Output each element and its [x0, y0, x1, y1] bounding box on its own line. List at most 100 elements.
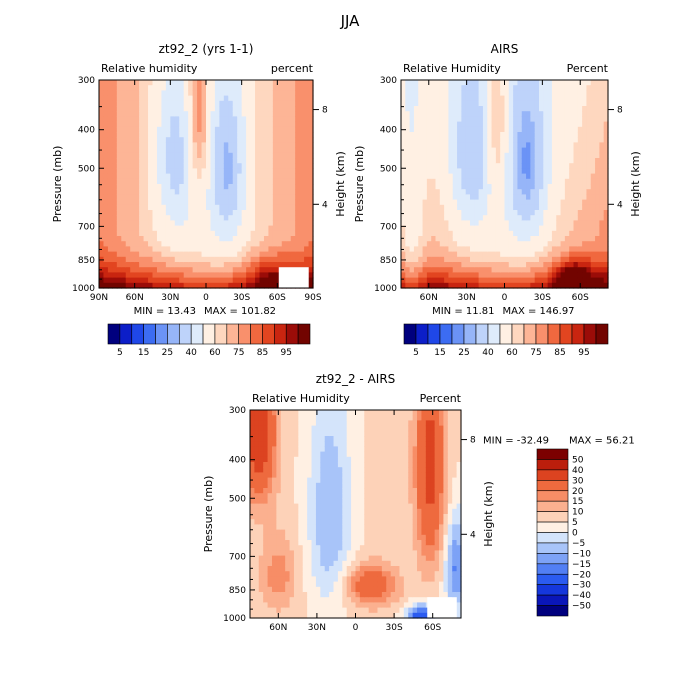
- field-cell: [311, 592, 317, 598]
- field-cell: [401, 251, 406, 258]
- field-cell: [547, 132, 553, 138]
- field-cell: [409, 90, 415, 97]
- field-cell: [237, 116, 243, 123]
- field-cell: [259, 132, 265, 138]
- field-cell: [337, 607, 343, 614]
- field-cell: [156, 215, 163, 221]
- field-cell: [121, 225, 127, 232]
- field-cell: [192, 215, 198, 221]
- field-cell: [333, 446, 339, 453]
- field-cell: [250, 272, 256, 279]
- field-cell: [517, 90, 523, 97]
- field-cell: [228, 100, 234, 107]
- field-cell: [206, 184, 212, 190]
- field-cell: [346, 540, 352, 546]
- field-cell: [237, 168, 243, 175]
- field-cell: [272, 256, 278, 263]
- field-cell: [286, 246, 292, 253]
- field-cell: [99, 199, 105, 206]
- field-cell: [103, 220, 109, 227]
- field-cell: [556, 116, 562, 123]
- field-cell: [342, 451, 348, 458]
- field-cell: [241, 100, 247, 107]
- field-cell: [299, 95, 305, 102]
- field-cell: [439, 256, 445, 263]
- field-cell: [500, 282, 506, 289]
- field-cell: [281, 147, 287, 154]
- field-cell: [448, 199, 454, 206]
- field-cell: [290, 236, 296, 242]
- field-cell: [491, 225, 497, 232]
- field-cell: [237, 272, 243, 279]
- field-cell: [280, 493, 286, 499]
- field-cell: [125, 262, 131, 268]
- field-cell: [134, 251, 140, 258]
- field-cell: [289, 425, 295, 432]
- field-cell: [258, 456, 264, 463]
- field-cell: [508, 163, 514, 169]
- field-cell: [329, 612, 335, 619]
- field-cell: [500, 236, 506, 242]
- field-cell: [324, 420, 330, 427]
- field-cell: [320, 592, 326, 598]
- field-cell: [346, 415, 352, 421]
- field-cell: [333, 545, 339, 551]
- field-cell: [258, 462, 264, 468]
- field-cell: [258, 436, 264, 442]
- field-cell: [491, 251, 497, 258]
- field-cell: [179, 163, 185, 169]
- field-cell: [206, 241, 212, 247]
- field-cell: [551, 116, 557, 123]
- field-cell: [268, 184, 274, 190]
- field-cell: [508, 262, 514, 268]
- field-cell: [259, 189, 265, 195]
- field-cell: [569, 225, 575, 232]
- field-cell: [413, 246, 419, 253]
- field-cell: [223, 158, 229, 164]
- field-cell: [272, 126, 278, 133]
- field-cell: [188, 111, 194, 117]
- field-cell: [263, 555, 269, 562]
- field-cell: [426, 90, 432, 97]
- field-cell: [228, 152, 234, 159]
- field-cell: [444, 85, 450, 91]
- field-cell: [223, 163, 229, 169]
- field-cell: [577, 106, 583, 112]
- field-cell: [346, 477, 352, 484]
- field-cell: [500, 116, 506, 123]
- field-cell: [130, 85, 136, 91]
- field-cell: [470, 199, 475, 206]
- field-cell: [426, 142, 432, 149]
- field-cell: [161, 111, 167, 117]
- field-cell: [573, 158, 579, 164]
- field-cell: [551, 147, 557, 154]
- field-cell: [271, 597, 277, 603]
- field-cell: [143, 116, 149, 123]
- field-cell: [308, 246, 314, 253]
- field-cell: [228, 142, 234, 149]
- field-cell: [521, 251, 527, 258]
- field-cell: [599, 189, 605, 195]
- field-cell: [500, 80, 506, 86]
- field-cell: [285, 493, 291, 499]
- field-cell: [188, 282, 194, 289]
- field-cell: [302, 524, 308, 531]
- field-cell: [508, 194, 514, 201]
- field-cell: [413, 132, 419, 138]
- field-cell: [304, 199, 310, 206]
- field-cell: [298, 446, 304, 453]
- field-cell: [560, 85, 566, 91]
- field-cell: [482, 132, 488, 138]
- field-cell: [219, 184, 225, 190]
- field-cell: [551, 184, 557, 190]
- field-cell: [439, 80, 445, 86]
- field-cell: [521, 184, 527, 190]
- field-cell: [121, 100, 127, 107]
- field-cell: [201, 100, 207, 107]
- field-cell: [474, 241, 480, 247]
- field-cell: [237, 100, 243, 107]
- field-cell: [134, 173, 140, 180]
- field-cell: [495, 126, 501, 133]
- field-cell: [435, 158, 441, 164]
